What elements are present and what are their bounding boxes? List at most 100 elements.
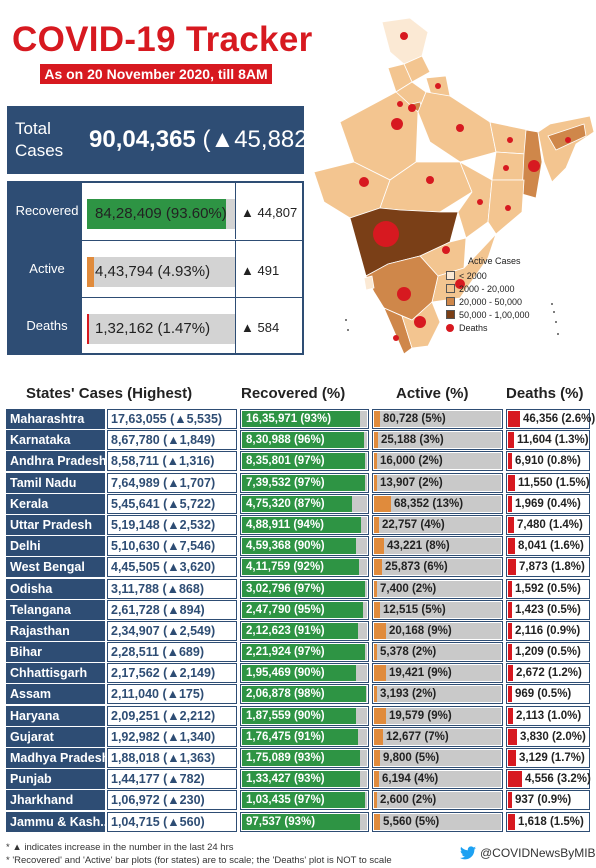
deaths-bar-fill bbox=[508, 686, 512, 703]
recovered-value: 16,35,971 (93%) bbox=[246, 413, 332, 425]
summary-bar: 4,43,794 (4.93%) bbox=[87, 257, 235, 287]
deaths-bar-fill bbox=[508, 474, 515, 491]
deaths-bar-fill bbox=[508, 792, 512, 809]
deaths-bar: 7,480 (1.4%) bbox=[506, 514, 590, 535]
active-bar-fill bbox=[374, 686, 377, 703]
twitter-bird-icon bbox=[460, 846, 476, 860]
recovered-value: 3,02,796 (97%) bbox=[246, 582, 325, 595]
active-bar: 16,000 (2%) bbox=[372, 451, 503, 472]
summary-delta: ▲ 44,807 bbox=[241, 205, 298, 220]
recovered-bar: 4,11,759 (92%) bbox=[240, 557, 369, 578]
active-bar-fill bbox=[374, 792, 377, 809]
state-name: Jharkhand bbox=[6, 790, 105, 811]
deaths-bar-fill bbox=[508, 453, 512, 470]
active-bar: 80,728 (5%) bbox=[372, 409, 503, 429]
twitter-credit[interactable]: @COVIDNewsByMIB bbox=[460, 846, 596, 860]
summary-bar: 84,28,409 (93.60%) bbox=[87, 199, 235, 229]
recovered-bar-fill bbox=[242, 411, 360, 427]
deaths-bar: 2,113 (1.0%) bbox=[506, 705, 590, 726]
active-bar-fill bbox=[374, 771, 379, 788]
deaths-value: 4,556 (3.2%) bbox=[525, 773, 591, 786]
recovered-bar: 97,537 (93%) bbox=[240, 811, 369, 832]
deaths-bar: 3,830 (2.0%) bbox=[506, 726, 590, 747]
state-total: 8,67,780 (▲1,849) bbox=[107, 430, 237, 451]
state-name: Uttar Pradesh bbox=[6, 514, 105, 535]
table-row: Assam 2,11,040 (▲175) 2,06,878 (98%) 3,193 … bbox=[6, 684, 590, 705]
legend-label: < 2000 bbox=[459, 270, 487, 281]
header-states: States' Cases (Highest) bbox=[26, 385, 193, 402]
deaths-value: 46,356 (2.6%) bbox=[523, 413, 596, 425]
map-death-dots bbox=[359, 32, 571, 341]
death-dot-icon bbox=[446, 323, 454, 332]
map-region-northeast bbox=[537, 115, 595, 183]
state-name: Karnataka bbox=[6, 430, 105, 451]
active-value: 3,193 (2%) bbox=[380, 688, 437, 701]
active-value: 7,400 (2%) bbox=[380, 582, 437, 595]
table-row: Karnataka 8,67,780 (▲1,849) 8,30,988 (96%)… bbox=[6, 430, 590, 451]
state-name: Telangana bbox=[6, 599, 105, 620]
state-name: Tamil Nadu bbox=[6, 472, 105, 493]
date-subtitle: As on 20 November 2020, till 8AM bbox=[40, 64, 272, 84]
state-total: 2,28,511 (▲689) bbox=[107, 642, 237, 663]
deaths-value: 8,041 (1.6%) bbox=[518, 540, 584, 553]
deaths-value: 3,830 (2.0%) bbox=[520, 730, 586, 743]
deaths-value: 1,618 (1.5%) bbox=[518, 815, 584, 828]
summary-delta: ▲ 584 bbox=[241, 320, 280, 335]
active-bar: 3,193 (2%) bbox=[372, 684, 503, 705]
legend-item: 2000 - 20,000 bbox=[446, 282, 530, 295]
summary-label: Recovered bbox=[15, 203, 79, 218]
recovered-bar: 1,75,089 (93%) bbox=[240, 748, 369, 768]
deaths-value: 2,672 (1.2%) bbox=[516, 667, 582, 680]
active-bar: 5,378 (2%) bbox=[372, 642, 503, 663]
state-name: Chhattisgarh bbox=[6, 663, 105, 684]
active-bar-fill bbox=[374, 538, 384, 555]
active-bar-fill bbox=[374, 644, 377, 661]
active-value: 13,907 (2%) bbox=[380, 476, 443, 489]
active-bar: 22,757 (4%) bbox=[372, 514, 503, 535]
state-name: Bihar bbox=[6, 642, 105, 663]
total-cases-box: Total Cases 90,04,365 (▲45,882) bbox=[7, 106, 316, 174]
footnote-scale: * 'Recovered' and 'Active' bar plots (fo… bbox=[6, 855, 392, 866]
active-bar-fill bbox=[374, 707, 386, 724]
deaths-bar: 2,672 (1.2%) bbox=[506, 663, 590, 684]
state-total: 5,19,148 (▲2,532) bbox=[107, 514, 237, 535]
deaths-bar: 8,041 (1.6%) bbox=[506, 536, 590, 557]
active-value: 5,378 (2%) bbox=[380, 646, 437, 659]
table-row: Delhi 5,10,630 (▲7,546) 4,59,368 (90%) 43,2… bbox=[6, 536, 590, 557]
state-total: 2,11,040 (▲175) bbox=[107, 684, 237, 705]
active-bar: 7,400 (2%) bbox=[372, 578, 503, 599]
deaths-value: 969 (0.5%) bbox=[515, 688, 572, 701]
active-bar-fill bbox=[374, 453, 377, 470]
active-bar: 12,515 (5%) bbox=[372, 599, 503, 620]
deaths-bar: 11,604 (1.3%) bbox=[506, 430, 590, 451]
recovered-value: 2,21,924 (97%) bbox=[246, 646, 325, 659]
recovered-value: 1,87,559 (90%) bbox=[246, 709, 325, 722]
footnote-delta: * ▲ indicates increase in the number in … bbox=[6, 842, 234, 853]
active-bar-fill bbox=[374, 495, 391, 512]
deaths-bar-fill bbox=[508, 750, 516, 766]
recovered-value: 2,06,878 (98%) bbox=[246, 688, 325, 701]
state-total: 1,44,177 (▲782) bbox=[107, 769, 237, 790]
table-header: States' Cases (Highest) Recovered (%) Ac… bbox=[0, 385, 596, 407]
recovered-bar: 7,39,532 (97%) bbox=[240, 472, 369, 493]
active-bar-fill bbox=[374, 665, 386, 682]
deaths-value: 1,423 (0.5%) bbox=[515, 603, 581, 616]
legend-item: < 2000 bbox=[446, 269, 530, 282]
state-total: 2,34,907 (▲2,549) bbox=[107, 620, 237, 641]
recovered-value: 4,88,911 (94%) bbox=[246, 518, 325, 531]
map-islands bbox=[345, 303, 559, 335]
active-value: 5,560 (5%) bbox=[383, 815, 440, 828]
active-bar-fill bbox=[374, 601, 380, 618]
recovered-bar: 4,75,320 (87%) bbox=[240, 493, 369, 514]
recovered-bar-fill bbox=[242, 474, 365, 491]
active-bar: 6,194 (4%) bbox=[372, 769, 503, 790]
deaths-value: 2,116 (0.9%) bbox=[515, 624, 581, 637]
state-name: Punjab bbox=[6, 769, 105, 790]
recovered-bar-fill bbox=[242, 538, 356, 555]
recovered-value: 4,59,368 (90%) bbox=[246, 540, 325, 553]
deaths-value: 6,910 (0.8%) bbox=[515, 455, 581, 468]
deaths-bar: 2,116 (0.9%) bbox=[506, 620, 590, 641]
recovered-value: 97,537 (93%) bbox=[246, 815, 316, 828]
recovered-bar-fill bbox=[242, 792, 365, 809]
recovered-bar-fill bbox=[242, 601, 363, 618]
